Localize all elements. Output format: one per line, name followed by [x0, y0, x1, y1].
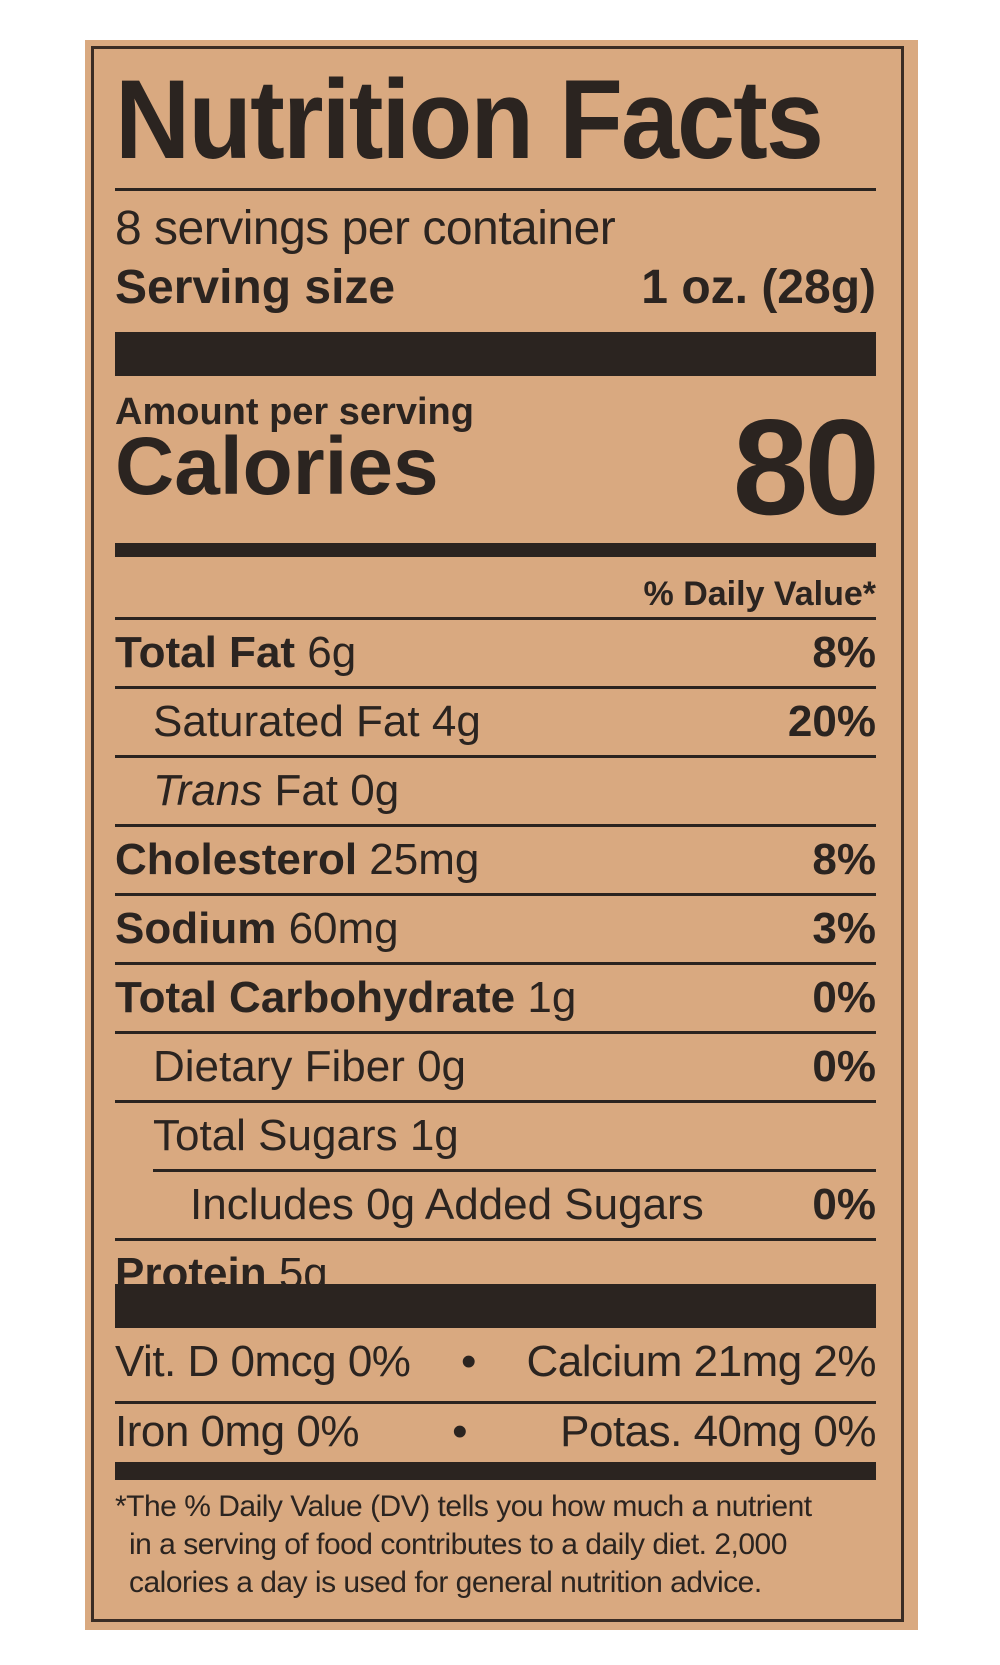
- thick-divider: [115, 1284, 876, 1328]
- nutrient-dv: 0%: [812, 1180, 876, 1229]
- nutrient-amount: 0g: [417, 1042, 467, 1091]
- vitamin-d: Vit. D 0mcg 0%: [115, 1337, 411, 1386]
- nutrient-row-saturated-fat: Saturated Fat 4g 20%: [115, 689, 876, 755]
- nutrient-dv: 20%: [787, 697, 876, 746]
- nutrition-facts-label: Nutrition Facts 8 servings per container…: [85, 40, 918, 1630]
- footnote: *The % Daily Value (DV) tells you how mu…: [115, 1488, 876, 1602]
- daily-value-header: % Daily Value*: [643, 575, 876, 613]
- amount-per-serving: Amount per serving: [115, 391, 474, 433]
- nutrient-amount: Fat 0g: [274, 766, 400, 815]
- nutrient-dv: 0%: [812, 1042, 876, 1091]
- iron: Iron 0mg 0%: [115, 1407, 359, 1456]
- divider: [115, 617, 876, 620]
- calories-label: Calories: [115, 421, 439, 512]
- serving-size-value: 1 oz. (28g): [641, 261, 876, 314]
- nutrient-amount: 1g: [409, 1111, 459, 1160]
- thick-divider: [115, 332, 876, 376]
- title: Nutrition Facts: [115, 57, 824, 182]
- calories-value: 80: [732, 391, 880, 543]
- bullet: •: [452, 1407, 467, 1456]
- nutrient-dv: 3%: [812, 904, 876, 953]
- serving-size-row: Serving size 1 oz. (28g): [115, 262, 876, 314]
- nutrient-label: Cholesterol: [115, 835, 358, 884]
- medium-divider: [115, 543, 876, 557]
- servings-per-container: 8 servings per container: [115, 202, 616, 255]
- nutrient-row-cholesterol: Cholesterol 25mg 8%: [115, 827, 876, 893]
- nutrient-label: Saturated Fat: [153, 697, 420, 746]
- nutrient-label: Trans: [153, 766, 263, 815]
- footnote-line: *The % Daily Value (DV) tells you how mu…: [115, 1490, 812, 1523]
- nutrient-row-total-fat: Total Fat 6g 8%: [115, 620, 876, 686]
- nutrient-row-dietary-fiber: Dietary Fiber 0g 0%: [115, 1034, 876, 1100]
- nutrient-amount: 25mg: [369, 835, 480, 884]
- nutrient-dv: 8%: [812, 628, 876, 677]
- calcium: Calcium 21mg 2%: [526, 1337, 876, 1386]
- nutrient-label: Includes 0g Added Sugars: [190, 1180, 704, 1229]
- nutrient-dv: 0%: [812, 973, 876, 1022]
- nutrient-row-total-sugars: Total Sugars 1g: [115, 1103, 876, 1169]
- footnote-line: calories a day is used for general nutri…: [129, 1566, 762, 1599]
- nutrient-amount: 6g: [307, 628, 357, 677]
- nutrient-label: Total Sugars: [153, 1111, 398, 1160]
- label-border: [91, 46, 904, 1622]
- divider: [115, 188, 876, 191]
- nutrient-row-total-carbohydrate: Total Carbohydrate 1g 0%: [115, 965, 876, 1031]
- nutrient-row-trans-fat: Trans Fat 0g: [115, 758, 876, 824]
- potassium: Potas. 40mg 0%: [560, 1407, 876, 1456]
- nutrient-amount: 1g: [527, 973, 577, 1022]
- serving-size-label: Serving size: [115, 261, 396, 314]
- calories-row: Calories 80: [115, 391, 880, 543]
- nutrient-row-sodium: Sodium 60mg 3%: [115, 896, 876, 962]
- vitamin-row: Vit. D 0mcg 0% • Calcium 21mg 2%: [115, 1334, 876, 1390]
- footnote-line: in a serving of food contributes to a da…: [129, 1528, 787, 1561]
- nutrient-label: Total Carbohydrate: [115, 973, 516, 1022]
- nutrient-amount: 4g: [431, 697, 481, 746]
- nutrient-label: Sodium: [115, 904, 277, 953]
- bullet: •: [460, 1337, 476, 1386]
- nutrient-label: Dietary Fiber: [153, 1042, 405, 1091]
- nutrient-dv: 8%: [812, 835, 876, 884]
- medium-divider: [115, 1462, 876, 1480]
- divider: [115, 1401, 876, 1404]
- nutrient-label: Total Fat: [115, 628, 296, 677]
- mineral-row: Iron 0mg 0% • Potas. 40mg 0%: [115, 1404, 876, 1460]
- nutrient-amount: 60mg: [288, 904, 399, 953]
- nutrient-list: Total Fat 6g 8% Saturated Fat 4g 20% Tra…: [115, 620, 876, 1307]
- nutrient-row-added-sugars: Includes 0g Added Sugars 0%: [115, 1172, 876, 1238]
